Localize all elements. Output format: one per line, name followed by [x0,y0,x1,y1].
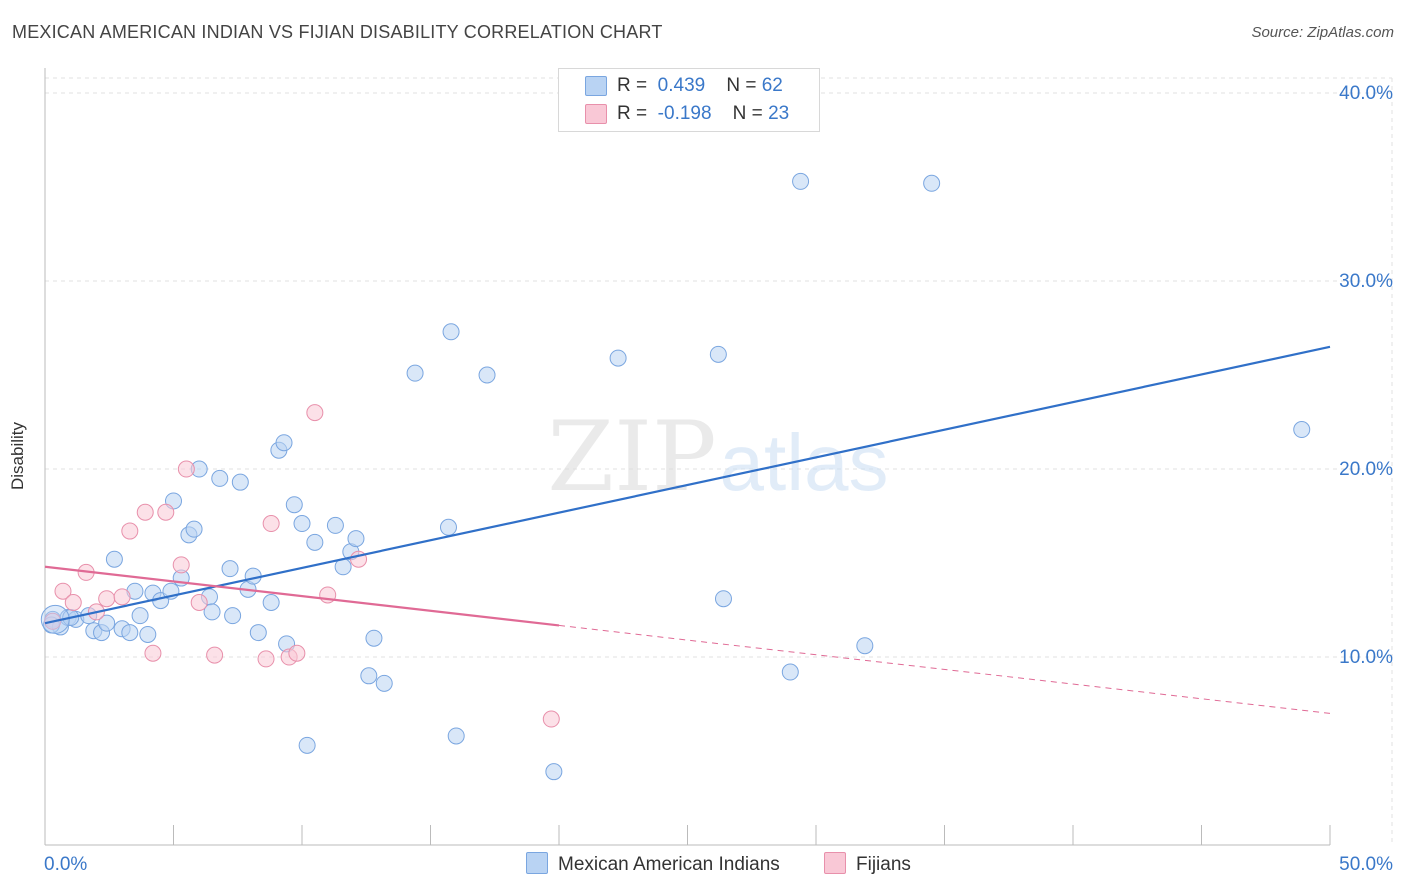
point-mexican-american-indian [131,607,149,625]
point-mexican-american-indian [406,364,424,382]
source-label: Source: ZipAtlas.com [1251,24,1394,41]
point-mexican-american-indian [375,674,393,692]
point-fijian [54,582,72,600]
chart-title: MEXICAN AMERICAN INDIAN VS FIJIAN DISABI… [12,22,663,42]
legend-swatch-mexican [585,76,607,96]
point-mexican-american-indian [221,560,239,578]
point-mexican-american-indian [185,520,203,538]
point-fijian [144,644,162,662]
point-mexican-american-indian [856,637,874,655]
bottom-legend-label-fijian: Fijians [856,854,911,875]
point-mexican-american-indian [923,174,941,192]
point-mexican-american-indian [231,473,249,491]
point-cluster-origin [40,604,70,634]
point-fijian [288,644,306,662]
point-fijian [121,522,139,540]
point-mexican-american-indian [447,727,465,745]
point-mexican-american-indian [478,366,496,384]
y-axis-title: Disability [8,421,27,491]
point-mexican-american-indian [439,518,457,536]
point-mexican-american-indian [249,624,267,642]
point-fijian [177,460,195,478]
tick-labels: 10.0% 20.0% 30.0% 40.0% 0.0% 50.0% [44,83,1393,875]
watermark-zip: ZIP [547,401,716,513]
legend-r-label: R = [617,75,648,96]
point-fijian [190,593,208,611]
y-tick-label: 20.0% [1339,459,1393,480]
point-mexican-american-indian [298,736,316,754]
point-mexican-american-indian [275,434,293,452]
trend-line-0 [44,345,1331,625]
point-mexican-american-indian [306,533,324,551]
point-mexican-american-indian [121,624,139,642]
y-tick-label: 40.0% [1339,83,1393,104]
bottom-legend-fijian: Fijians [824,852,911,876]
legend-swatch-fijian [585,104,607,124]
legend-n-label: N = [732,103,763,124]
bottom-legend-label-mexican: Mexican American Indians [558,854,780,875]
point-mexican-american-indian [709,345,727,363]
watermark-atlas: atlas [720,418,889,507]
point-fijian [206,646,224,664]
y-tick-label: 10.0% [1339,647,1393,668]
legend-r-value: -0.198 [657,103,712,124]
trend-line-1 [44,565,560,627]
gridlines [45,77,1393,845]
point-mexican-american-indian [285,496,303,514]
point-mexican-american-indian [360,667,378,685]
point-mexican-american-indian [98,614,116,632]
point-mexican-american-indian [203,603,221,621]
point-fijian [64,593,82,611]
point-mexican-american-indian [365,629,383,647]
point-mexican-american-indian [609,349,627,367]
point-mexican-american-indian [326,516,344,534]
point-mexican-american-indian [347,530,365,548]
watermark: ZIP atlas [547,401,888,513]
point-fijian [157,503,175,521]
point-mexican-american-indian [792,172,810,190]
stats-legend: R = 0.439 N = 62 R = -0.198 N = 23 [558,68,820,132]
point-mexican-american-indian [545,763,563,781]
legend-r-label: R = [617,103,648,124]
x-tick-label: 0.0% [44,854,87,875]
point-fijian [306,404,324,422]
legend-r-value: 0.439 [657,75,706,96]
trend-lines [44,345,1331,714]
point-mexican-american-indian [262,593,280,611]
point-mexican-american-indian [781,663,799,681]
point-fijian [542,710,560,728]
axes [44,68,1331,846]
point-mexican-american-indian [442,323,460,341]
legend-n-value: 62 [761,75,783,96]
bottom-legend-swatch-fijian [824,852,846,874]
x-tick-label: 50.0% [1339,854,1393,875]
point-fijian [257,650,275,668]
point-mexican-american-indian [211,469,229,487]
point-fijian [262,515,280,533]
point-mexican-american-indian [224,607,242,625]
point-mexican-american-indian [714,590,732,608]
point-fijian [172,556,190,574]
legend-n-label: N = [726,75,757,96]
y-tick-label: 30.0% [1339,271,1393,292]
point-fijian [113,588,131,606]
bottom-legend-mexican: Mexican American Indians [526,852,780,876]
point-fijian [136,503,154,521]
trend-line-dashed-1 [558,624,1331,714]
point-mexican-american-indian [1293,421,1311,439]
data-points [40,172,1311,781]
point-mexican-american-indian [293,515,311,533]
bottom-legend-swatch-mexican [526,852,548,874]
point-mexican-american-indian [139,625,157,643]
point-mexican-american-indian [105,550,123,568]
point-fijian [98,590,116,608]
legend-n-value: 23 [768,103,790,124]
